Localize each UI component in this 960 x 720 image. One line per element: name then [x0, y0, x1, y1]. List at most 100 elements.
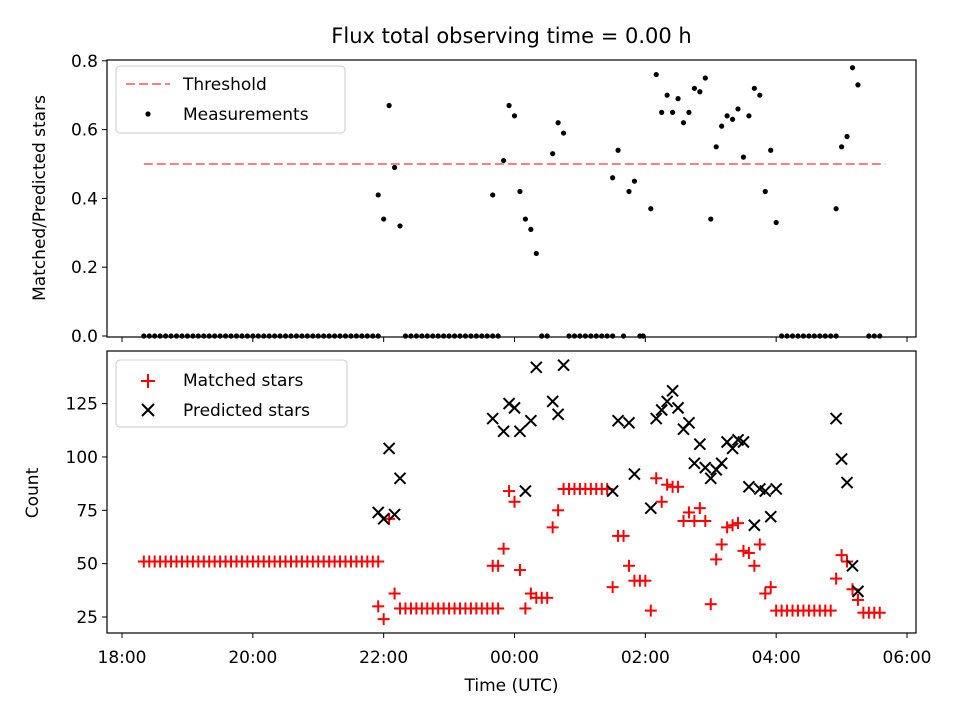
measurement-point: [517, 188, 523, 195]
measurement-point: [697, 89, 703, 95]
top-y-tick-label: 0.6: [71, 121, 98, 141]
matched-star-point: [737, 544, 750, 557]
measurement-point: [299, 333, 305, 339]
predicted-star-stroke-b: [666, 384, 679, 398]
bottom-legend-box: [115, 359, 348, 428]
measurement-point: [457, 333, 463, 339]
x-tick-label: 18:00: [98, 648, 147, 668]
predicted-star-stroke-b: [671, 401, 685, 415]
measurement-point: [817, 333, 823, 339]
matched-star-point: [492, 559, 505, 572]
measurement-point: [822, 333, 828, 339]
predicted-star-stroke-b: [704, 472, 717, 485]
predicted-star-stroke-b: [486, 412, 499, 425]
matched-star-point: [372, 600, 385, 613]
predicted-star-point: [519, 484, 532, 498]
bottom-y-tick-label: 25: [76, 608, 98, 628]
measurement-point: [479, 333, 485, 339]
measurement-point: [266, 333, 272, 339]
predicted-star-point: [688, 457, 701, 470]
measurement-point: [877, 333, 883, 339]
predicted-star-stroke-b: [715, 457, 728, 470]
measurement-point: [735, 106, 741, 112]
measurement-point: [321, 333, 327, 339]
bottom-y-tick-label: 125: [66, 395, 98, 415]
measurement-point: [582, 333, 588, 339]
legend-measurements-label: Measurements: [183, 105, 309, 125]
predicted-star-point: [846, 559, 859, 572]
top-panel: 0.00.20.40.60.8 Matched/Predicted stars …: [30, 52, 917, 347]
predicted-star-stroke-b: [622, 416, 636, 430]
measurement-point: [179, 333, 185, 339]
measurement-point: [146, 333, 152, 339]
measurement-point: [773, 219, 779, 226]
measurement-point: [370, 333, 376, 339]
predicted-star-stroke-b: [382, 442, 396, 455]
x-tick-label: 06:00: [883, 648, 932, 668]
measurement-point: [528, 226, 534, 232]
measurement-point: [702, 75, 708, 81]
bottom-y-axis-label: Count: [23, 467, 43, 518]
measurement-point: [364, 333, 370, 339]
measurement-point: [375, 333, 381, 339]
matched-star-point: [688, 514, 701, 527]
predicted-star-point: [666, 384, 679, 398]
measurement-point: [610, 175, 616, 181]
measurement-point: [506, 102, 512, 109]
bottom-axes-ticks: 18:00 20:00 22:00 00:00 02:00 04:00 06:00 25 50 7…: [66, 395, 932, 668]
matched-star-point: [672, 480, 685, 493]
measurement-point: [511, 113, 518, 119]
predicted-star-stroke-b: [748, 519, 761, 532]
predicted-star-point: [835, 452, 848, 466]
measurement-point: [640, 333, 646, 339]
measurement-point: [566, 333, 572, 339]
measurement-point: [168, 333, 174, 339]
measurement-point: [648, 206, 654, 212]
measurement-point: [779, 333, 785, 339]
predicted-star-point: [557, 358, 570, 372]
measurement-point: [490, 333, 496, 339]
measurement-point: [784, 333, 790, 339]
measurement-point: [152, 333, 158, 339]
measurement-point: [833, 206, 839, 212]
predicted-star-point: [486, 412, 499, 425]
measurement-point: [375, 192, 381, 198]
measurement-point: [250, 333, 256, 339]
predicted-star-point: [829, 412, 843, 425]
predicted-star-stroke-b: [769, 482, 783, 496]
predicted-star-stroke-b: [606, 484, 619, 498]
measurement-point: [490, 192, 496, 198]
matched-star-point: [835, 549, 848, 562]
matched-star-point: [622, 559, 635, 572]
matched-star-point: [682, 506, 695, 519]
measurement-point: [539, 333, 545, 339]
measurement-point: [806, 333, 812, 339]
top-y-tick-label: 0.2: [71, 258, 98, 278]
top-legend: Threshold Measurements: [115, 65, 346, 134]
measurement-point: [163, 333, 169, 339]
predicted-star-stroke-b: [720, 435, 734, 449]
matched-star-point: [753, 538, 766, 551]
matched-star-point: [655, 495, 668, 508]
predicted-star-stroke-b: [611, 414, 625, 427]
measurement-point: [626, 188, 632, 195]
measurement-point: [789, 333, 796, 339]
predicted-star-stroke-b: [759, 484, 772, 498]
measurement-point: [762, 188, 768, 195]
measurement-point: [708, 216, 714, 222]
matched-star-point: [503, 485, 516, 498]
measurement-point: [664, 92, 670, 98]
measurement-point: [577, 333, 583, 339]
predicted-star-stroke-b: [753, 482, 767, 496]
measurement-point: [757, 92, 763, 98]
predicted-star-stroke-b: [851, 585, 865, 598]
predicted-star-stroke-b: [546, 395, 559, 408]
predicted-star-point: [551, 408, 565, 421]
measurement-point: [500, 157, 507, 164]
matched-star-point: [513, 564, 526, 577]
matched-star-point: [759, 587, 772, 600]
predicted-star-point: [530, 361, 543, 374]
matched-star-point: [388, 587, 401, 600]
measurement-point: [217, 333, 223, 339]
predicted-star-stroke-b: [393, 472, 407, 485]
